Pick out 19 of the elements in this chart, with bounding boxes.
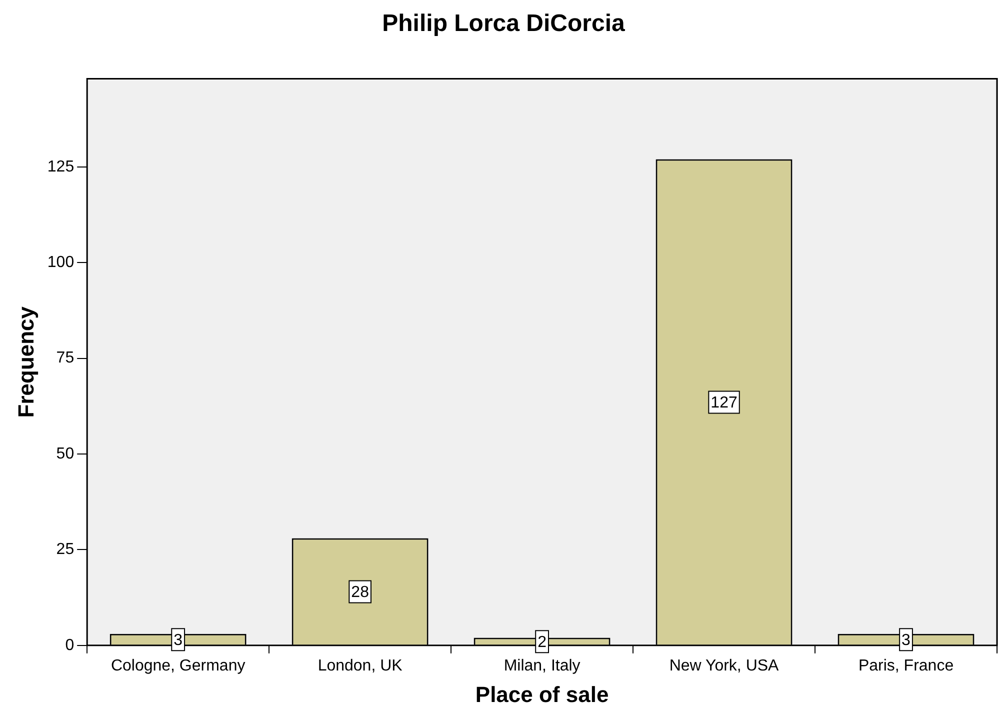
data-label: 3 [902,632,911,650]
y-tick-label: 0 [65,636,74,654]
y-tick-label: 75 [56,350,74,367]
x-tick-label: Milan, Italy [504,657,580,674]
y-tick-label: 25 [56,541,74,558]
data-label: 3 [174,632,183,650]
x-axis-title: Place of sale [475,682,609,707]
y-axis-title: Frequency [13,306,38,418]
x-tick-label: Paris, France [858,657,954,674]
data-label: 127 [710,394,738,412]
y-tick-label: 100 [47,254,74,271]
y-tick-label: 50 [56,445,74,462]
chart-title: Philip Lorca DiCorcia [382,10,626,38]
data-label: 28 [351,584,370,602]
data-label: 2 [538,634,547,651]
x-tick-label: New York, USA [669,657,780,674]
y-tick-label: 125 [47,158,74,176]
x-tick-label: Cologne, Germany [110,657,246,674]
x-tick-label: London, UK [318,657,403,674]
